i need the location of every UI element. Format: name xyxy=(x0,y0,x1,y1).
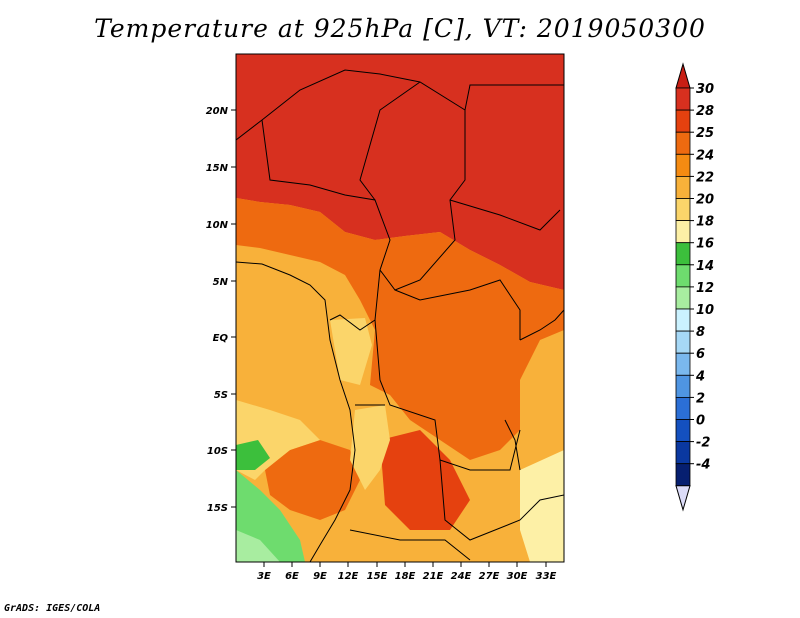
colorbar-swatch xyxy=(675,242,691,266)
colorbar-label: 30 xyxy=(696,82,714,97)
lat-label: 5N xyxy=(213,277,229,288)
colorbar-swatch xyxy=(675,308,691,332)
lat-label: 15N xyxy=(206,163,229,174)
colorbar-bottom-arrow xyxy=(675,485,691,512)
map-title: Temperature at 925hPa [C], VT: 201905030… xyxy=(94,14,706,43)
colorbar-swatch xyxy=(675,463,691,487)
colorbar-swatch xyxy=(675,330,691,354)
colorbar-label: 25 xyxy=(696,126,714,141)
colorbar-swatch xyxy=(675,109,691,133)
lon-label: 9E xyxy=(313,571,327,582)
cold-zone-ocean xyxy=(236,530,280,562)
lon-label: 27E xyxy=(479,571,500,582)
lon-label: 24E xyxy=(451,571,472,582)
colorbar-label: 20 xyxy=(696,193,714,208)
colorbar-swatch xyxy=(675,419,691,443)
lon-label: 3E xyxy=(257,571,271,582)
colorbar-swatch xyxy=(675,175,691,199)
lat-label: 10S xyxy=(207,446,228,457)
lat-label: 10N xyxy=(206,220,229,231)
colorbar-label: 2 xyxy=(696,391,705,406)
warm-zone-southeast xyxy=(380,430,470,530)
cool-zone-ocean-edge xyxy=(236,440,270,470)
lon-label: 33E xyxy=(536,571,557,582)
warm-zone-south xyxy=(265,440,360,520)
colorbar-label: 24 xyxy=(696,148,714,163)
country-borders xyxy=(236,69,564,562)
colorbar-label: -4 xyxy=(696,458,710,473)
colorbar-swatch xyxy=(675,131,691,155)
colorbar-swatch xyxy=(675,396,691,420)
lon-label: 21E xyxy=(423,571,444,582)
lat-label: EQ xyxy=(213,333,229,344)
colorbar-swatch xyxy=(675,352,691,376)
colorbar-label: 16 xyxy=(696,237,714,252)
software-credit: GrADS: IGES/COLA xyxy=(4,603,101,614)
lat-label: 20N xyxy=(206,106,229,117)
colorbar-label: 12 xyxy=(696,281,714,296)
mild-zone-southeast xyxy=(520,450,564,562)
colorbar-swatch xyxy=(675,441,691,465)
colorbar-swatch xyxy=(675,374,691,398)
mild-zone-gabon xyxy=(330,318,372,385)
lat-ticks xyxy=(231,109,236,508)
lon-label: 6E xyxy=(285,571,299,582)
lat-label: 15S xyxy=(207,503,228,514)
colorbar-label: 18 xyxy=(696,215,714,230)
lon-label: 15E xyxy=(367,571,388,582)
hot-zone-north xyxy=(236,54,564,290)
warm-zone-central xyxy=(236,198,564,460)
lon-labels: 3E 6E 9E 12E 15E 18E 21E 24E 27E 30E 33E xyxy=(257,571,556,582)
lon-ticks xyxy=(263,562,547,567)
lon-label: 12E xyxy=(338,571,359,582)
lon-label: 30E xyxy=(507,571,528,582)
colorbar-swatch xyxy=(675,220,691,244)
colorbar-label: 22 xyxy=(696,170,714,185)
colorbar-swatch xyxy=(675,286,691,310)
colorbar-label: -2 xyxy=(696,436,710,451)
colorbar-label: 28 xyxy=(696,104,714,119)
colorbar-swatch xyxy=(675,87,691,111)
colorbar-swatch xyxy=(675,198,691,222)
colorbar-label: 6 xyxy=(696,347,705,362)
mild-zone-west xyxy=(236,260,340,420)
mild-zone-plateau xyxy=(350,405,390,490)
colorbar-label: 0 xyxy=(696,414,705,429)
temperature-field xyxy=(236,54,564,562)
colorbar-swatch xyxy=(675,264,691,288)
lon-label: 18E xyxy=(395,571,416,582)
lat-label: 5S xyxy=(214,390,228,401)
colorbar-label: 10 xyxy=(696,303,714,318)
colorbar-label: 8 xyxy=(696,325,705,340)
colorbar-label: 4 xyxy=(695,369,705,384)
colorbar-label: 14 xyxy=(696,259,714,274)
colorbar-swatch xyxy=(675,153,691,177)
lat-labels: 20N 15N 10N 5N EQ 5S 10S 15S xyxy=(206,106,229,514)
map-frame xyxy=(235,53,565,563)
colorbar-top-arrow xyxy=(675,62,691,89)
